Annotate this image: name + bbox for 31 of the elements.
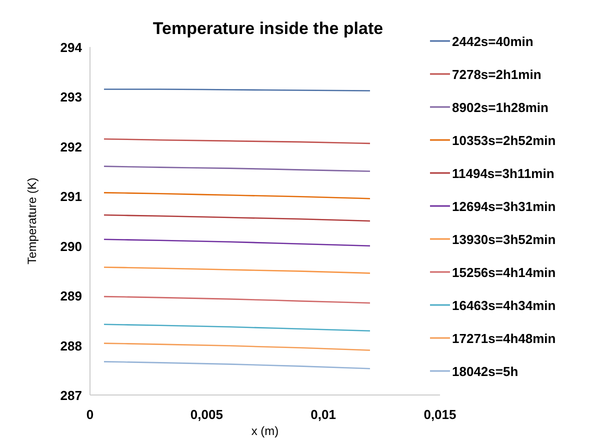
legend-label: 10353s=2h52min	[452, 133, 556, 148]
legend-label: 12694s=3h31min	[452, 199, 556, 214]
legend-label: 7278s=2h1min	[452, 67, 542, 82]
y-tick-label: 293	[60, 90, 82, 105]
y-tick-label: 289	[60, 288, 82, 304]
y-tick-label: 288	[60, 338, 82, 354]
legend-label: 2442s=40min	[452, 34, 534, 49]
x-tick-label: 0,005	[190, 407, 223, 422]
y-tick-label: 292	[60, 139, 82, 154]
line-series	[103, 238, 371, 247]
x-tick-label: 0	[86, 407, 94, 422]
legend-label: 16463s=4h34min	[452, 298, 556, 313]
legend-label: 11494s=3h11min	[452, 166, 554, 181]
y-axis-title: Temperature (K)	[25, 178, 39, 264]
line-series	[103, 361, 371, 370]
legend-label: 18042s=5h	[452, 364, 518, 379]
line-series	[103, 324, 371, 332]
x-axis-title: x (m)	[251, 424, 279, 438]
line-series	[103, 342, 371, 351]
legend-label: 15256s=4h14min	[452, 265, 556, 280]
line-series	[103, 296, 371, 304]
y-tick-label: 290	[60, 238, 82, 254]
y-tick-label: 287	[60, 388, 82, 403]
legend-label: 17271s=4h48min	[452, 331, 556, 346]
y-tick-label: 294	[60, 40, 83, 55]
legend-label: 8902s=1h28min	[452, 100, 549, 115]
y-tick-label: 291	[60, 189, 82, 204]
legend-label: 13930s=3h52min	[452, 232, 556, 247]
chart-title: Temperature inside the plate	[152, 19, 384, 38]
x-tick-label: 0,01	[310, 407, 336, 422]
x-tick-label: 0,015	[424, 407, 456, 422]
